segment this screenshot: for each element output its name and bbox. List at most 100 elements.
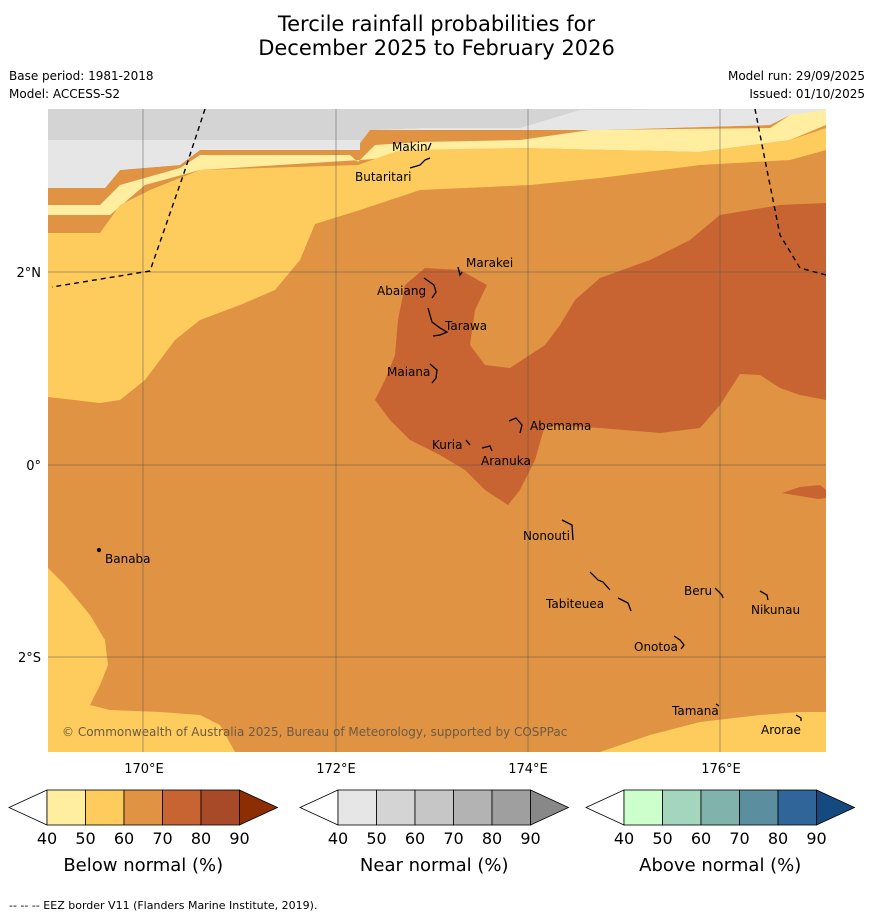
colorbar-extend-low (299, 789, 339, 826)
lon-label-176: 176°E (701, 762, 741, 777)
issued-date: Issued: 01/10/2025 (749, 87, 865, 101)
graticule (48, 109, 826, 752)
eez-border (51, 109, 826, 288)
lat-label-0: 0° (26, 459, 41, 474)
island-tamana (715, 703, 720, 707)
lat-axis-labels: 2°N 0° 2°S (17, 266, 42, 666)
colorbar-tick-label: 70 (152, 829, 172, 848)
lat-label-2s: 2°S (18, 651, 41, 666)
colorbar-tick-label: 40 (328, 829, 348, 848)
colorbar-tick-label: 50 (652, 829, 672, 848)
label-aranuka: Aranuka (481, 454, 531, 468)
colorbar-tick-label: 90 (806, 829, 826, 848)
base-period: Base period: 1981-2018 (9, 69, 154, 83)
colorbar-tick-label: 80 (191, 829, 211, 848)
colorbar-segment (623, 789, 663, 826)
colorbar-above-normal: 40 50 60 70 80 90 Above normal (%) (585, 789, 856, 876)
colorbar-extend-high (530, 789, 570, 826)
colorbar-segment (777, 789, 817, 826)
colorbar-tick-label: 40 (614, 829, 634, 848)
label-beru: Beru (684, 584, 712, 598)
lon-axis-labels: 170°E 172°E 174°E 176°E (124, 762, 741, 777)
region-near-40-b (48, 140, 360, 188)
island-tabiteuea-s (617, 597, 632, 612)
colorbar-tick-label: 80 (768, 829, 788, 848)
label-butaritari: Butaritari (355, 170, 412, 184)
label-arorae: Arorae (761, 723, 801, 737)
lon-label-172: 172°E (316, 762, 356, 777)
island-aranuka (481, 445, 493, 452)
colorbar-near-normal: 40 50 60 70 80 90 Near normal (%) (299, 789, 570, 876)
colorbar-segment (123, 789, 163, 826)
island-butaritari (409, 157, 431, 169)
region-below-70 (375, 203, 826, 505)
model-run: Model run: 29/09/2025 (727, 69, 865, 83)
label-marakei: Marakei (466, 256, 513, 270)
island-arorae (795, 714, 802, 721)
label-makin: Makin (392, 140, 428, 154)
colorbar-tick-label: 90 (229, 829, 249, 848)
region-below-70-e (782, 485, 826, 499)
colorbar-segment (700, 789, 740, 826)
island-kuria (465, 439, 471, 446)
colorbar-segment (46, 789, 86, 826)
island-nonouti (561, 519, 574, 541)
label-tarawa: Tarawa (444, 319, 487, 333)
region-below-40 (48, 110, 826, 215)
region-below-50 (48, 128, 826, 403)
place-labels: Makin Butaritari Marakei Abaiang Tarawa … (105, 140, 801, 737)
colorbar-tick-label: 70 (729, 829, 749, 848)
eez-legend-footer: -- -- -- EEZ border V11 (Flanders Marine… (9, 899, 318, 912)
region-below-50-sw (48, 568, 235, 752)
region-below-50-se (600, 712, 826, 752)
colorbar-tick-label: 80 (482, 829, 502, 848)
colorbar-segment (376, 789, 416, 826)
colorbar-segment (200, 789, 240, 826)
colorbar-title: Near normal (%) (360, 855, 509, 876)
title-line-1: Tercile rainfall probabilities for (277, 12, 596, 36)
colorbar-segment (162, 789, 202, 826)
colorbar-extend-low (8, 789, 48, 826)
title-line-2: December 2025 to February 2026 (258, 36, 615, 60)
label-nonouti: Nonouti (523, 529, 570, 543)
colorbar-extend-high (816, 789, 856, 826)
island-abemama (508, 417, 523, 434)
island-abaiang (423, 277, 437, 299)
island-beru (714, 587, 724, 599)
colorbar-tick-label: 50 (366, 829, 386, 848)
colorbar-extend-high (239, 789, 279, 826)
label-abaiang: Abaiang (377, 284, 426, 298)
colorbar-segment (739, 789, 779, 826)
colorbar-tick-label: 40 (37, 829, 57, 848)
map-title: Tercile rainfall probabilities for Decem… (0, 12, 873, 60)
colorbar-segment (337, 789, 377, 826)
island-outlines (96, 142, 802, 721)
island-onotoa (673, 635, 685, 650)
lon-label-174: 174°E (508, 762, 548, 777)
lat-label-2n: 2°N (17, 266, 42, 281)
colorbar-tick-label: 60 (405, 829, 425, 848)
island-tabiteuea-n (589, 571, 611, 591)
island-maiana (429, 363, 438, 384)
island-tarawa (427, 307, 449, 337)
label-nikunau: Nikunau (751, 603, 800, 617)
label-tamana: Tamana (671, 704, 719, 718)
colorbar-tick-label: 90 (520, 829, 540, 848)
colorbar-segment (453, 789, 493, 826)
label-banaba: Banaba (105, 552, 151, 566)
label-tabiteuea: Tabiteuea (545, 597, 604, 611)
colorbar-title: Above normal (%) (639, 855, 801, 876)
colorbar-tick-label: 60 (691, 829, 711, 848)
region-near-40-c (370, 109, 826, 130)
colorbar-segment (414, 789, 454, 826)
label-onotoa: Onotoa (634, 640, 678, 654)
label-kuria: Kuria (432, 438, 463, 452)
colorbar-tick-label: 60 (114, 829, 134, 848)
island-marakei (457, 266, 463, 277)
meta-right: Model run: 29/09/2025 Issued: 01/10/2025 (728, 67, 865, 103)
meta-left: Base period: 1981-2018 Model: ACCESS-S2 (9, 67, 154, 103)
colorbar-extend-low (585, 789, 625, 826)
label-maiana: Maiana (387, 365, 430, 379)
lon-label-170: 170°E (124, 762, 164, 777)
